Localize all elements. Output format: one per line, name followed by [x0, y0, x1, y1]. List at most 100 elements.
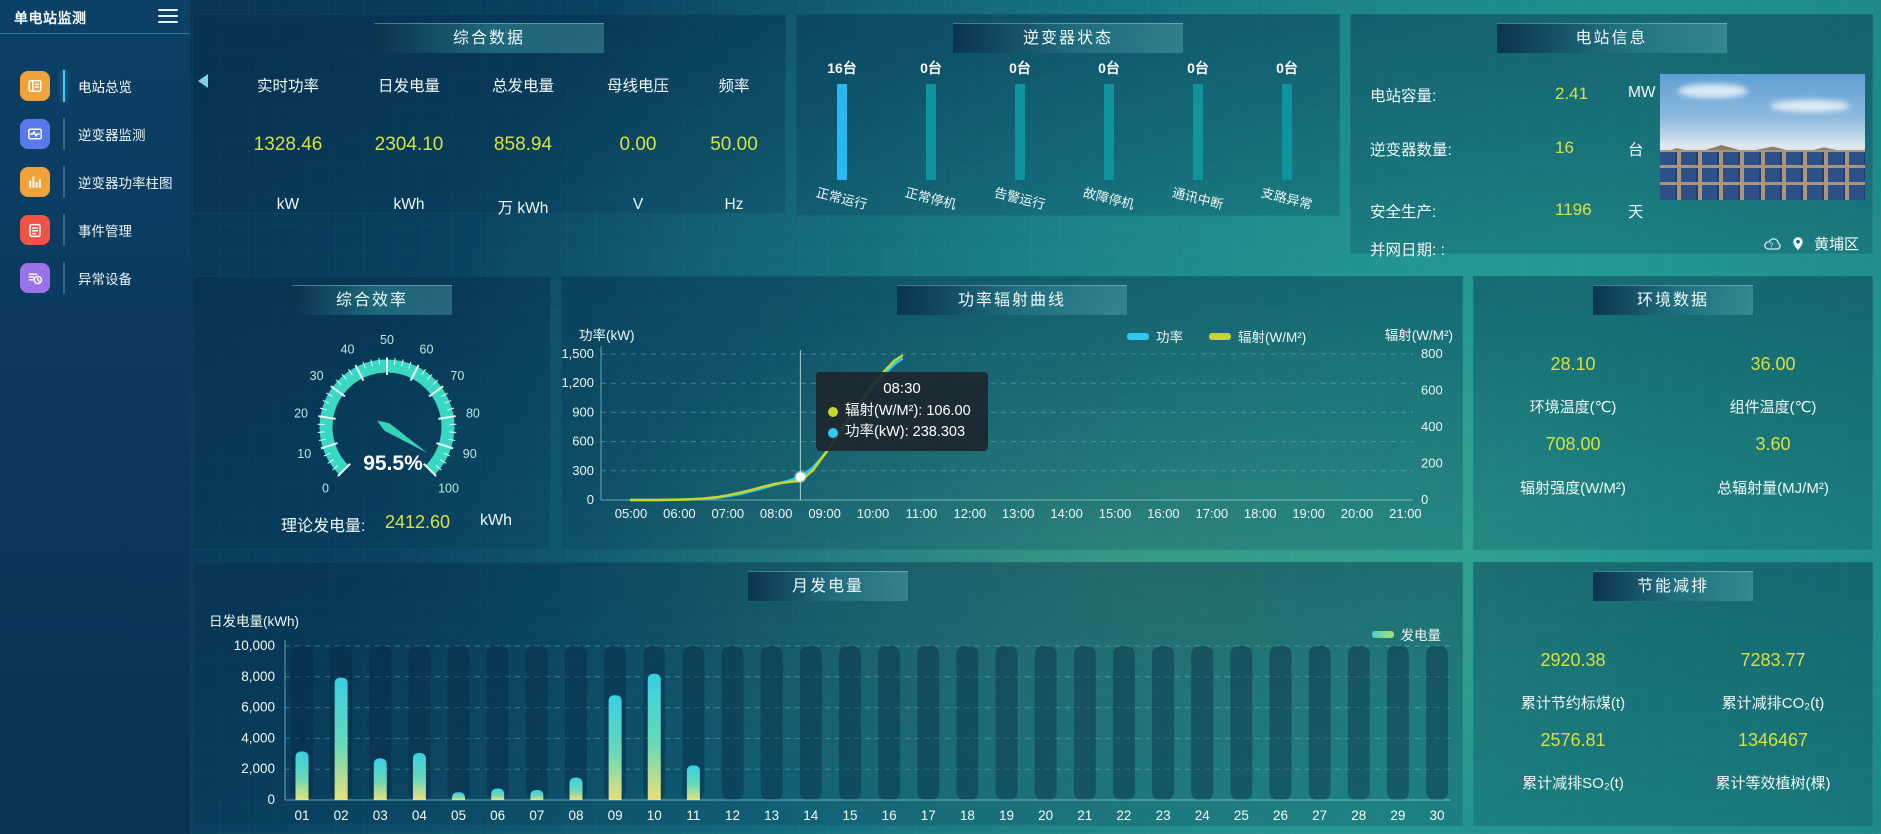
menu-divider [63, 166, 65, 198]
svg-text:24: 24 [1195, 808, 1211, 823]
svg-text:19: 19 [999, 808, 1014, 823]
inverter-count: 0台 [1187, 60, 1209, 76]
legend-item[interactable]: 发电量 [1371, 624, 1442, 644]
svg-text:1,200: 1,200 [561, 375, 594, 390]
svg-text:28: 28 [1351, 808, 1366, 823]
inverter-status-bar [837, 84, 847, 180]
svg-text:22: 22 [1116, 808, 1131, 823]
curve-legend: 功率 辐射(W/M²) [1127, 326, 1306, 346]
left-axis-title: 功率(kW) [579, 328, 635, 343]
station-info-row: 并网日期: : [1370, 238, 1445, 260]
svg-text:300: 300 [572, 463, 594, 478]
location-name: 黄埔区 [1813, 236, 1859, 253]
inverter-status-bar [1193, 84, 1203, 180]
svg-text:11:00: 11:00 [906, 506, 938, 521]
svg-text:14:00: 14:00 [1050, 506, 1083, 521]
photo-solar-field [1660, 149, 1865, 200]
panel-title: 综合数据 [374, 23, 604, 53]
tooltip-rows: 辐射(W/M²): 106.00 功率(kW): 238.303 [828, 401, 976, 443]
location-pin-icon[interactable] [1790, 235, 1806, 252]
station-info-row: 电站容量: 2.41 MW [1370, 84, 1656, 106]
svg-text:13:00: 13:00 [1002, 506, 1035, 521]
panel-energy-savings: 节能减排 2920.38 累计节约标煤(t) 7283.77 累计减排CO₂(t) 25… [1473, 562, 1873, 826]
svg-text:16:00: 16:00 [1147, 506, 1180, 521]
metric-label: 母线电压 [606, 78, 670, 95]
panel-title: 电站信息 [1496, 23, 1727, 53]
sidebar-item-label: 事件管理 [78, 224, 132, 239]
sidebar-item-2[interactable]: 逆变器监测 [0, 110, 190, 158]
panel-title: 功率辐射曲线 [897, 285, 1127, 315]
svg-text:10: 10 [297, 447, 311, 461]
station-footer: ? 黄埔区 [1350, 232, 1873, 258]
legend-label: 发电量 [1400, 628, 1442, 643]
svg-text:10: 10 [647, 808, 662, 823]
monthly-bar-chart: 0 2,000 4,000 6,000 8,000 10,000 01 02 03 04 05 06 0… [234, 638, 1451, 823]
svg-text:40: 40 [341, 342, 355, 356]
gauge-value: 95.5% [363, 452, 423, 475]
theoretical-generation-label: 理论发电量: [281, 518, 366, 535]
sidebar-collapse-arrow-icon[interactable] [198, 74, 208, 88]
svg-text:8,000: 8,000 [241, 669, 275, 684]
inverter-status-column: 0台 故障停机 [1064, 58, 1154, 212]
svg-text:04: 04 [412, 808, 428, 823]
metric-value: 2304.10 [374, 134, 444, 155]
panel-title: 月发电量 [748, 571, 908, 601]
svg-text:30: 30 [310, 369, 324, 383]
sidebar-item-4[interactable]: 事件管理 [0, 206, 190, 254]
svg-text:29: 29 [1390, 808, 1405, 823]
menu-divider [63, 214, 65, 246]
hamburger-menu-icon[interactable] [158, 9, 178, 25]
summary-metric: 实时功率 1328.46 kW [254, 14, 323, 214]
metric-unit: kW [276, 196, 300, 213]
sidebar-item-3[interactable]: 逆变器功率柱图 [0, 158, 190, 206]
inverter-monitor-icon [20, 119, 50, 149]
inverter-status-label: 正常停机 [903, 184, 958, 213]
metric-unit: Hz [724, 196, 744, 213]
metric-value: 858.94 [493, 134, 553, 155]
sidebar-item-1[interactable]: 电站总览 [0, 62, 190, 110]
station-row-value: 16 [1555, 138, 1574, 157]
sidebar-menu: 电站总览 逆变器监测 逆变器功率柱图事件管理异常设备 [0, 62, 190, 302]
svg-text:11: 11 [686, 808, 700, 823]
svg-text:800: 800 [1421, 346, 1443, 361]
inverter-count: 0台 [920, 60, 942, 76]
svg-text:12:00: 12:00 [954, 506, 987, 521]
metric-label: 组件温度(℃) [1729, 399, 1817, 416]
menu-divider [63, 262, 65, 294]
legend-label: 功率 [1156, 330, 1183, 345]
station-row-unit: MW [1628, 84, 1656, 101]
svg-text:20: 20 [294, 406, 308, 420]
summary-metric: 总发电量 858.94 万 kWh [492, 14, 554, 218]
metric-label: 总发电量 [491, 78, 555, 95]
svg-text:17: 17 [921, 808, 936, 823]
svg-text:18: 18 [960, 808, 975, 823]
station-row-label: 电站容量: [1370, 88, 1437, 105]
inverter-status-label: 故障停机 [1081, 184, 1136, 213]
summary-metric: 母线电压 0.00 V [607, 14, 669, 214]
sidebar-item-label: 异常设备 [78, 272, 132, 287]
tooltip-series-dot [828, 406, 838, 417]
metric-value: 2920.38 [1540, 650, 1606, 670]
svg-text:06:00: 06:00 [663, 506, 696, 521]
metric-unit: V [632, 196, 644, 213]
legend-item[interactable]: 辐射(W/M²) [1209, 326, 1306, 346]
metric-label: 累计等效植树(棵) [1715, 775, 1831, 792]
legend-item[interactable]: 功率 [1127, 326, 1183, 346]
right-axis-title: 辐射(W/M²) [1384, 328, 1453, 343]
sidebar-item-5[interactable]: 异常设备 [0, 254, 190, 302]
metric-value: 7283.77 [1740, 650, 1806, 670]
svg-text:08:00: 08:00 [760, 506, 793, 521]
svg-text:15:00: 15:00 [1099, 506, 1132, 521]
theoretical-generation-unit: kWh [480, 512, 512, 529]
weather-cloud-icon[interactable]: ? [1760, 235, 1782, 252]
inverter-count: 0台 [1009, 60, 1031, 76]
svg-text:07: 07 [529, 808, 544, 823]
menu-divider [63, 70, 65, 102]
panel-inverter-status: 逆变器状态 16台 正常运行 0台 正常停机 0台 告警运行 0台 故障停机 0台 通讯中断 0台支… [796, 14, 1340, 216]
inverter-status-bar [1104, 84, 1114, 180]
svg-text:16: 16 [882, 808, 897, 823]
inverter-status-bar [926, 84, 936, 180]
station-row-unit: 天 [1628, 204, 1644, 221]
svg-text:21:00: 21:00 [1389, 506, 1422, 521]
monthly-y-axis-title: 日发电量(kWh) [209, 614, 299, 629]
